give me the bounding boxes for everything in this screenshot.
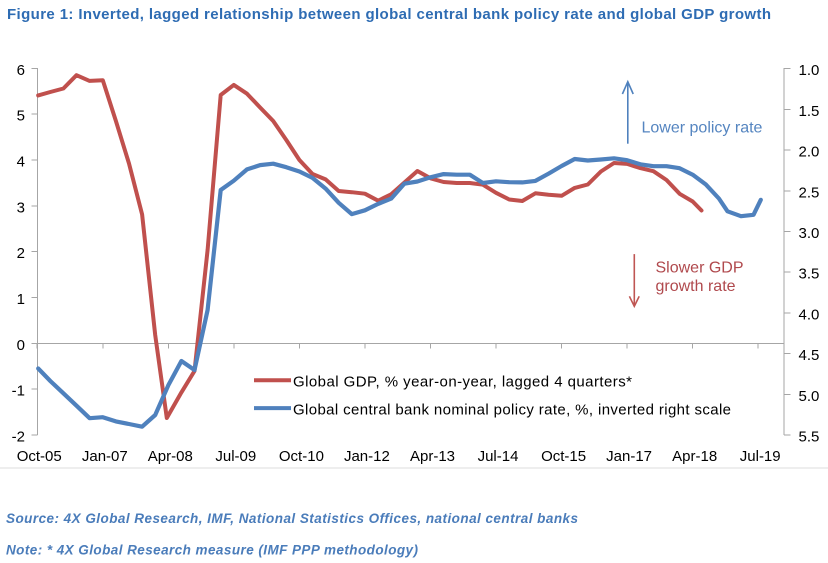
svg-text:Jul-14: Jul-14 bbox=[478, 448, 519, 465]
svg-text:3.0: 3.0 bbox=[799, 225, 820, 242]
svg-text:5: 5 bbox=[17, 108, 25, 125]
svg-text:4.5: 4.5 bbox=[799, 347, 820, 364]
svg-text:1: 1 bbox=[17, 291, 25, 308]
svg-text:3: 3 bbox=[17, 199, 25, 216]
svg-text:Lower policy rate: Lower policy rate bbox=[642, 120, 763, 137]
svg-text:Apr-13: Apr-13 bbox=[410, 448, 455, 465]
svg-text:Jul-19: Jul-19 bbox=[740, 448, 781, 465]
svg-text:5.0: 5.0 bbox=[799, 388, 820, 405]
svg-text:Global GDP, % year-on-year, l: Global GDP, % year-on-year, lagged 4 qua… bbox=[293, 374, 632, 391]
svg-text:3.5: 3.5 bbox=[799, 266, 820, 283]
svg-text:2.0: 2.0 bbox=[799, 144, 820, 161]
svg-text:Jan-17: Jan-17 bbox=[606, 448, 652, 465]
svg-text:Apr-18: Apr-18 bbox=[672, 448, 717, 465]
svg-text:2: 2 bbox=[17, 245, 25, 262]
svg-text:Figure 1: Inverted, lagged rel: Figure 1: Inverted, lagged relationship … bbox=[7, 6, 771, 23]
svg-text:Global central bank nominal po: Global central bank nominal policy rate,… bbox=[293, 401, 731, 418]
svg-text:Jan-07: Jan-07 bbox=[82, 448, 128, 465]
svg-text:Jul-09: Jul-09 bbox=[215, 448, 256, 465]
svg-text:Apr-08: Apr-08 bbox=[148, 448, 193, 465]
svg-text:Source: 4X Global Research, IM: Source: 4X Global Research, IMF, Nationa… bbox=[6, 511, 578, 526]
svg-text:4.0: 4.0 bbox=[799, 307, 820, 324]
svg-text:Oct-05: Oct-05 bbox=[17, 448, 62, 465]
svg-text:1.5: 1.5 bbox=[799, 103, 820, 120]
svg-text:2.5: 2.5 bbox=[799, 184, 820, 201]
svg-text:Oct-15: Oct-15 bbox=[541, 448, 586, 465]
svg-text:1.0: 1.0 bbox=[799, 62, 820, 79]
svg-text:Note: * 4X Global Research mea: Note: * 4X Global Research measure (IMF … bbox=[6, 542, 419, 557]
svg-text:0: 0 bbox=[17, 337, 25, 354]
svg-text:growth rate: growth rate bbox=[656, 278, 736, 295]
svg-text:Slower GDP: Slower GDP bbox=[656, 259, 744, 276]
svg-text:Oct-10: Oct-10 bbox=[279, 448, 324, 465]
svg-text:-2: -2 bbox=[12, 429, 25, 446]
svg-text:6: 6 bbox=[17, 62, 25, 79]
svg-text:4: 4 bbox=[17, 154, 25, 171]
svg-text:Jan-12: Jan-12 bbox=[344, 448, 390, 465]
svg-text:5.5: 5.5 bbox=[799, 429, 820, 446]
svg-text:-1: -1 bbox=[12, 383, 25, 400]
